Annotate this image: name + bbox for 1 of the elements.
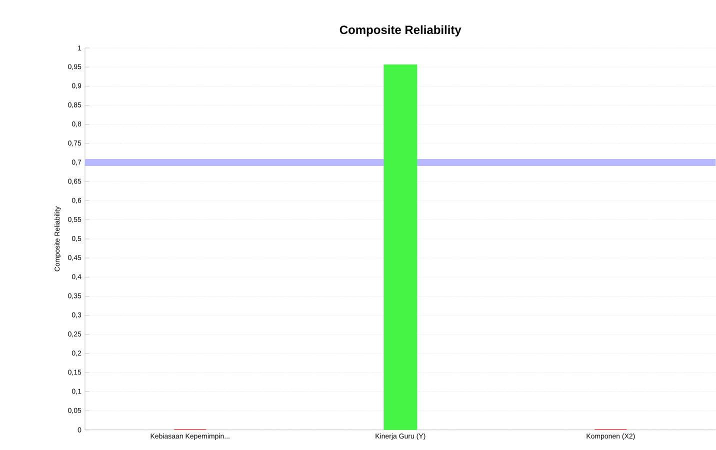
chart-title: Composite Reliability [340, 25, 462, 37]
